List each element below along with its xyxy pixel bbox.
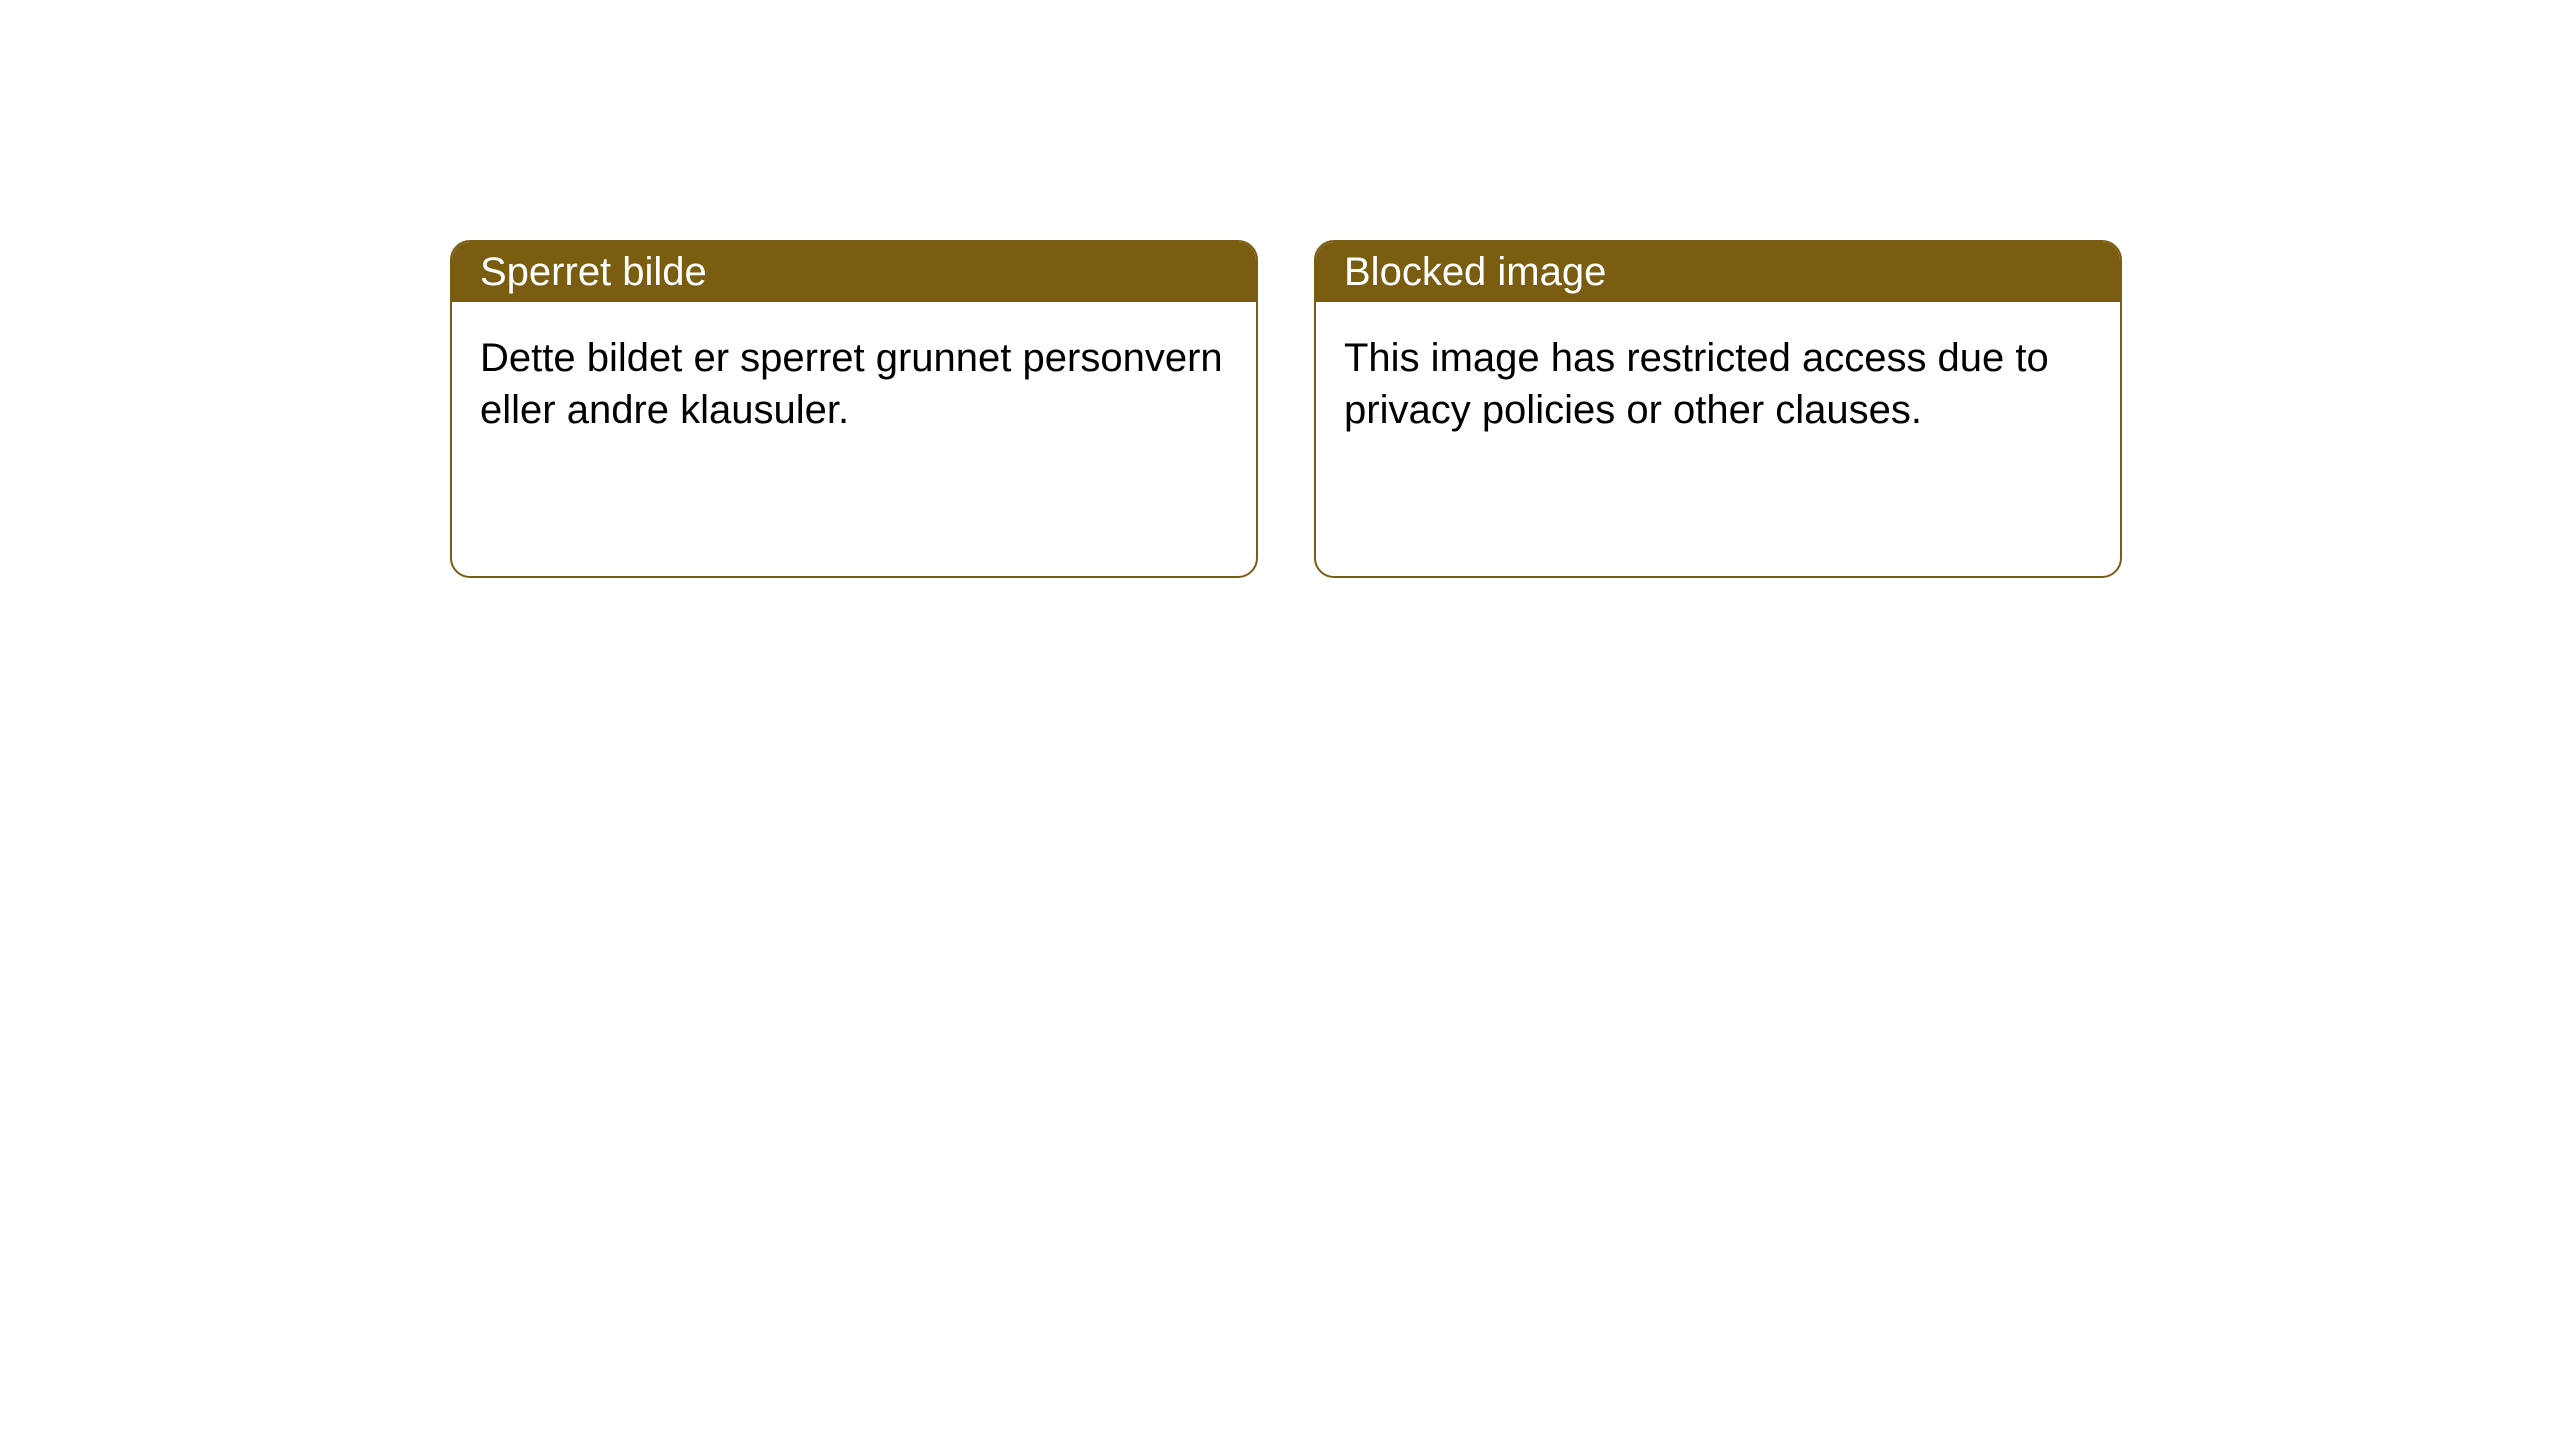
cards-container: Sperret bilde Dette bildet er sperret gr… <box>0 0 2560 578</box>
blocked-image-card-en: Blocked image This image has restricted … <box>1314 240 2122 578</box>
card-body-text: This image has restricted access due to … <box>1344 336 2049 432</box>
card-body-en: This image has restricted access due to … <box>1316 302 2120 466</box>
blocked-image-card-no: Sperret bilde Dette bildet er sperret gr… <box>450 240 1258 578</box>
card-header-text: Sperret bilde <box>480 250 707 295</box>
card-body-no: Dette bildet er sperret grunnet personve… <box>452 302 1256 466</box>
card-header-no: Sperret bilde <box>452 242 1256 302</box>
card-body-text: Dette bildet er sperret grunnet personve… <box>480 336 1223 432</box>
card-header-en: Blocked image <box>1316 242 2120 302</box>
card-header-text: Blocked image <box>1344 250 1606 295</box>
